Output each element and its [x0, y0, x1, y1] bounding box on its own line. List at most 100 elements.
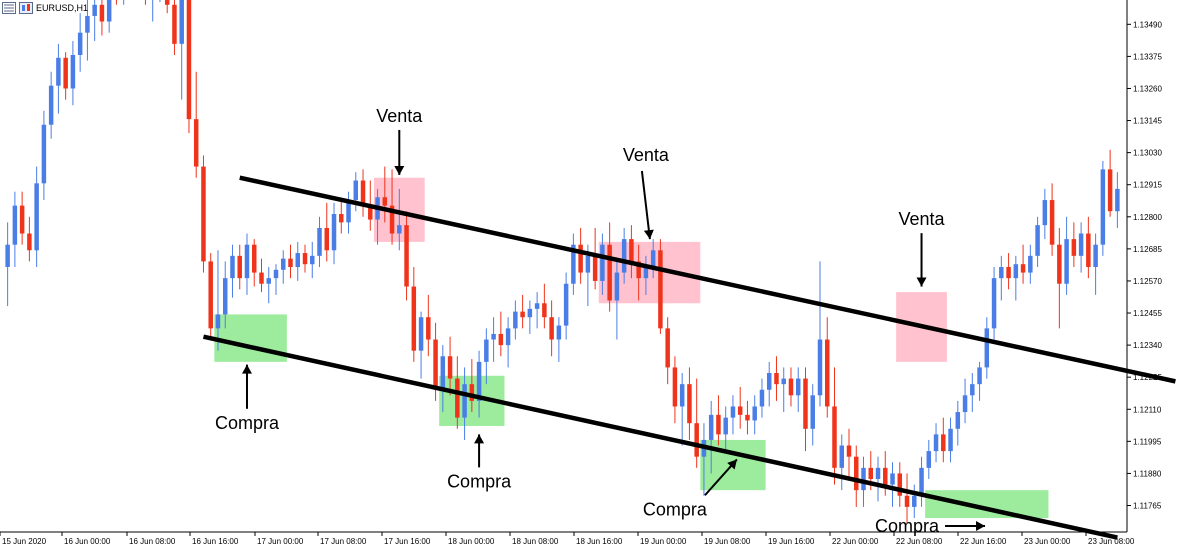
- candle-body[interactable]: [672, 367, 678, 407]
- candle-body[interactable]: [1100, 169, 1106, 245]
- candle-body[interactable]: [919, 467, 924, 496]
- candle-body[interactable]: [774, 373, 779, 385]
- candle-body[interactable]: [629, 239, 634, 262]
- channel-line-lower[interactable]: [202, 334, 1118, 540]
- candle-body[interactable]: [244, 244, 250, 279]
- candle-body[interactable]: [201, 166, 206, 262]
- candle-body[interactable]: [520, 311, 525, 318]
- candle-body[interactable]: [85, 15, 90, 33]
- candle-body[interactable]: [817, 339, 823, 396]
- candle-body[interactable]: [186, 0, 192, 120]
- candle-body[interactable]: [259, 272, 264, 284]
- candle-body[interactable]: [317, 227, 322, 256]
- candle-body[interactable]: [868, 467, 874, 479]
- candle-body[interactable]: [926, 451, 932, 468]
- candle-body[interactable]: [592, 255, 598, 281]
- candle-body[interactable]: [745, 414, 750, 421]
- candle-body[interactable]: [63, 57, 68, 89]
- candle-body[interactable]: [861, 467, 866, 491]
- candle-body[interactable]: [208, 261, 213, 329]
- candle-body[interactable]: [339, 214, 344, 223]
- candle-body[interactable]: [281, 258, 286, 270]
- candle-body[interactable]: [266, 278, 271, 284]
- candle-body[interactable]: [846, 445, 852, 457]
- candle-body[interactable]: [585, 255, 591, 273]
- candle-body[interactable]: [172, 4, 177, 44]
- candle-body[interactable]: [273, 269, 279, 279]
- candle-body[interactable]: [737, 406, 743, 415]
- candle-body[interactable]: [382, 197, 388, 206]
- candle-body[interactable]: [534, 303, 540, 309]
- candle-body[interactable]: [310, 255, 315, 265]
- candle-body[interactable]: [5, 244, 10, 267]
- candle-body[interactable]: [542, 303, 547, 318]
- candle-body[interactable]: [353, 180, 359, 201]
- candle-body[interactable]: [1107, 169, 1113, 212]
- candle-body[interactable]: [455, 378, 460, 418]
- chart-type-icon[interactable]: [19, 2, 33, 14]
- candle-body[interactable]: [1042, 200, 1048, 226]
- candle-body[interactable]: [578, 244, 583, 273]
- candle-body[interactable]: [970, 384, 975, 396]
- candle-body[interactable]: [324, 227, 330, 251]
- candle-body[interactable]: [607, 244, 612, 301]
- candle-body[interactable]: [730, 406, 736, 418]
- candle-body[interactable]: [752, 406, 757, 421]
- candle-body[interactable]: [346, 200, 351, 223]
- candle-body[interactable]: [19, 205, 25, 234]
- candle-body[interactable]: [27, 233, 32, 251]
- candle-body[interactable]: [179, 0, 184, 44]
- candle-body[interactable]: [1035, 225, 1040, 256]
- candle-body[interactable]: [962, 395, 968, 413]
- candle-body[interactable]: [665, 328, 670, 368]
- candle-body[interactable]: [70, 55, 76, 89]
- candle-body[interactable]: [447, 356, 453, 379]
- candle-body[interactable]: [331, 214, 337, 251]
- candle-body[interactable]: [411, 286, 417, 351]
- candle-body[interactable]: [883, 467, 888, 485]
- candle-body[interactable]: [1013, 264, 1019, 279]
- candle-body[interactable]: [476, 361, 482, 401]
- candle-body[interactable]: [433, 339, 438, 390]
- candle-body[interactable]: [1071, 239, 1077, 256]
- buy-zone-6[interactable]: [925, 490, 1049, 519]
- candle-body[interactable]: [1057, 244, 1062, 284]
- candle-body[interactable]: [984, 328, 990, 368]
- candle-body[interactable]: [621, 239, 627, 273]
- window-menu-icon[interactable]: [2, 2, 16, 14]
- candle-body[interactable]: [687, 384, 692, 424]
- candle-body[interactable]: [99, 4, 105, 22]
- candle-body[interactable]: [912, 495, 917, 507]
- candle-body[interactable]: [164, 0, 170, 5]
- candle-body[interactable]: [469, 384, 475, 401]
- candle-body[interactable]: [1115, 188, 1120, 212]
- candle-body[interactable]: [999, 267, 1004, 279]
- candle-body[interactable]: [803, 378, 808, 429]
- candle-body[interactable]: [933, 434, 939, 452]
- candle-body[interactable]: [1078, 233, 1084, 256]
- candle-body[interactable]: [759, 389, 765, 407]
- candle-body[interactable]: [56, 57, 61, 86]
- candle-body[interactable]: [832, 406, 837, 468]
- candle-body[interactable]: [890, 473, 895, 485]
- candle-body[interactable]: [41, 124, 47, 184]
- candle-body[interactable]: [1049, 200, 1055, 245]
- candle-body[interactable]: [77, 32, 83, 55]
- candle-body[interactable]: [636, 261, 641, 279]
- candle-body[interactable]: [12, 205, 18, 245]
- candle-body[interactable]: [643, 267, 649, 279]
- candle-body[interactable]: [897, 473, 903, 496]
- candle-body[interactable]: [505, 328, 511, 346]
- candle-body[interactable]: [106, 0, 112, 22]
- candle-body[interactable]: [723, 417, 728, 435]
- candle-body[interactable]: [1064, 239, 1069, 284]
- candle-body[interactable]: [904, 495, 910, 507]
- candle-body[interactable]: [788, 378, 794, 396]
- candle-body[interactable]: [418, 317, 424, 351]
- candle-body[interactable]: [34, 183, 39, 251]
- candle-body[interactable]: [708, 414, 714, 440]
- candle-body[interactable]: [824, 339, 830, 407]
- candle-body[interactable]: [563, 283, 569, 326]
- candle-body[interactable]: [571, 244, 576, 284]
